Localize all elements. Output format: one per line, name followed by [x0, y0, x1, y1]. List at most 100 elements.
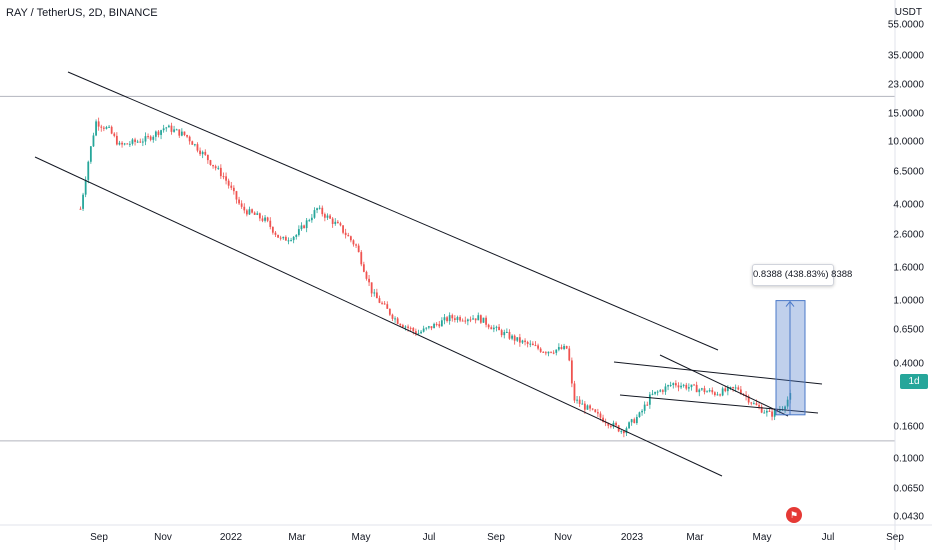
candle-body — [612, 422, 615, 427]
candle-body — [147, 136, 149, 138]
candle-body — [677, 385, 680, 388]
candle-body — [651, 393, 654, 395]
candle-body — [277, 234, 279, 238]
candle-body — [191, 141, 194, 145]
measure-tool-label[interactable]: 0.8388 (438.83%) 8388 — [752, 264, 852, 286]
candle-body — [248, 209, 251, 215]
candle-body — [227, 180, 230, 186]
candle-body — [427, 326, 430, 328]
candle-body — [589, 405, 591, 409]
candle-body — [256, 213, 259, 215]
trend-line-2 — [613, 361, 823, 385]
price-axis-label: 2.6000 — [893, 229, 924, 241]
candle-body — [139, 141, 142, 143]
candle-body — [477, 315, 480, 321]
candle-body — [230, 185, 233, 188]
candle-body — [290, 240, 292, 242]
price-axis-label: 0.4000 — [893, 358, 924, 370]
candle-body — [443, 317, 446, 321]
candle-body — [755, 403, 758, 406]
candle-body — [508, 331, 511, 339]
candle-body — [695, 384, 698, 393]
candle-body — [604, 421, 607, 424]
price-axis-label: 23.0000 — [887, 79, 924, 91]
candle-body — [193, 144, 196, 146]
candle-body — [336, 221, 339, 224]
candle-body — [664, 386, 667, 392]
time-axis-label: Jul — [422, 532, 436, 543]
candle-body — [201, 151, 204, 155]
candle-body — [222, 176, 225, 178]
trend-line-4 — [659, 354, 789, 417]
price-axis-label: 0.0650 — [893, 483, 924, 495]
candle-body — [609, 425, 612, 427]
candle-body — [297, 229, 300, 235]
candle-body — [726, 387, 729, 392]
time-axis-label: Sep — [886, 532, 904, 543]
candle-body — [461, 320, 464, 322]
candle-body — [435, 323, 438, 325]
candle-body — [438, 324, 441, 327]
candle-body — [316, 208, 318, 211]
candle-body — [680, 385, 682, 388]
candle-body — [778, 409, 781, 411]
candle-body — [261, 218, 264, 221]
candle-body — [284, 236, 287, 241]
candle-body — [555, 349, 558, 353]
candle-body — [633, 419, 636, 424]
candle-body — [123, 143, 126, 145]
candle-body — [693, 384, 695, 386]
candle-body — [82, 194, 84, 209]
candle-body — [474, 318, 477, 321]
candle-body — [641, 410, 643, 413]
candle-body — [739, 389, 742, 394]
candle-body — [648, 394, 651, 405]
candle-body — [568, 348, 571, 361]
candle-body — [576, 399, 578, 401]
candle-body — [529, 343, 532, 345]
symbol-title[interactable]: RAY / TetherUS, 2D, BINANCE — [6, 7, 158, 19]
candle-body — [503, 332, 506, 336]
candle-body — [750, 402, 753, 404]
candle-body — [581, 403, 584, 405]
candle-body — [659, 390, 662, 392]
candle-body — [526, 341, 529, 344]
candle-body — [534, 345, 537, 347]
candle-body — [347, 235, 350, 237]
candle-body — [160, 130, 162, 135]
candle-body — [747, 396, 750, 403]
candle-body — [178, 129, 181, 136]
candle-body — [513, 335, 516, 341]
candle-body — [232, 187, 235, 192]
candle-body — [92, 135, 95, 147]
candle-body — [243, 206, 246, 211]
candle-body — [323, 214, 326, 218]
candle-body — [565, 345, 568, 349]
candle-body — [674, 383, 677, 386]
candle-body — [149, 136, 152, 140]
candle-body — [344, 232, 347, 236]
candle-body — [152, 136, 155, 140]
candle-body — [518, 337, 521, 343]
candle-body — [560, 347, 563, 350]
candle-body — [170, 125, 173, 132]
candle-body — [131, 139, 134, 144]
candle-body — [214, 166, 217, 169]
candle-body — [253, 212, 256, 215]
candle-body — [737, 387, 740, 390]
candle-body — [524, 340, 526, 342]
us-flag-icon[interactable]: ⚑ — [786, 507, 802, 523]
candle-body — [669, 384, 672, 386]
candle-body — [373, 292, 376, 294]
candle-body — [186, 134, 188, 137]
candle-body — [628, 422, 630, 429]
candle-body — [672, 383, 675, 385]
candle-body — [383, 303, 386, 305]
candle-body — [121, 142, 123, 145]
candle-body — [401, 325, 404, 328]
candle-body — [643, 404, 646, 411]
candle-body — [303, 225, 305, 229]
candle-body — [238, 199, 240, 204]
candle-body — [433, 323, 435, 329]
